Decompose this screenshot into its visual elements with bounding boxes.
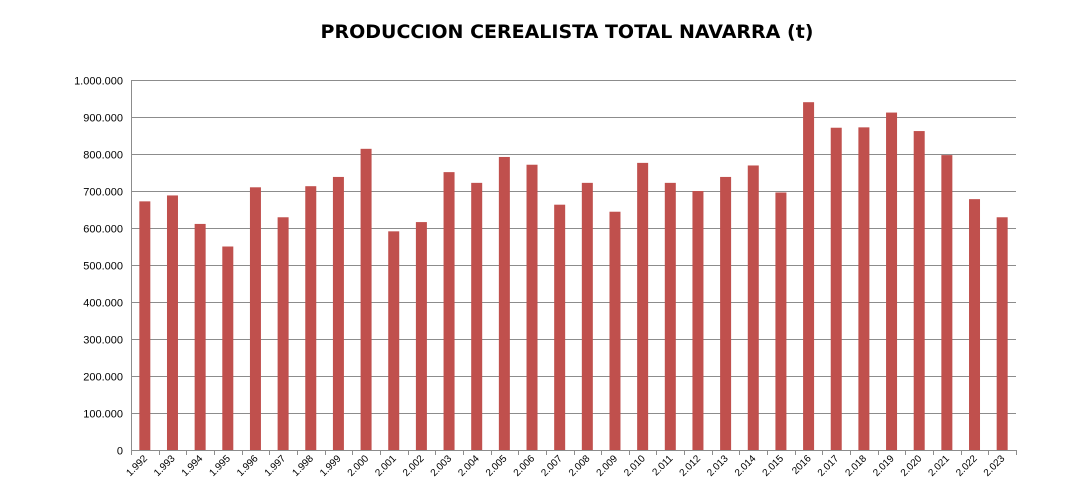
- y-tick-label: 100.000: [83, 409, 123, 421]
- bar: [858, 127, 870, 451]
- x-tick-label: 2.003: [429, 453, 455, 479]
- bar: [139, 201, 151, 450]
- x-tick-label: 2.007: [539, 453, 565, 479]
- x-tick-label: 2.014: [733, 453, 759, 479]
- x-axis-tick-labels: 1.992 1.993 1.994 1.995 1.996 1.997 1.998 1.999…: [124, 453, 1007, 479]
- bar: [664, 182, 676, 451]
- x-tick-label: 2.021: [927, 453, 953, 479]
- bar: [526, 164, 538, 451]
- x-tick-label: 2016: [790, 453, 814, 477]
- x-tick-label: 2.002: [401, 453, 427, 479]
- axes: [131, 80, 1017, 455]
- bar: [194, 223, 206, 450]
- x-tick-label: 1.999: [318, 453, 344, 479]
- bar: [941, 155, 953, 451]
- bar: [277, 217, 289, 450]
- x-tick-label: 1.995: [207, 453, 233, 479]
- chart-title: PRODUCCION CEREALISTA TOTAL NAVARRA (t): [321, 21, 814, 43]
- x-tick-label: 1.992: [124, 453, 150, 479]
- y-tick-label: 600.000: [83, 224, 123, 236]
- x-tick-label: 2.015: [761, 453, 787, 479]
- x-tick-label: 1.993: [152, 453, 178, 479]
- x-tick-label: 2.018: [844, 453, 870, 479]
- bars: [139, 102, 1008, 451]
- bar: [830, 127, 842, 450]
- x-tick-label: 2.020: [899, 453, 925, 479]
- bar: [609, 211, 621, 450]
- bar: [443, 172, 455, 450]
- x-tick-label: 2.013: [705, 453, 731, 479]
- bar: [581, 182, 593, 451]
- x-tick-label: 2.019: [871, 453, 897, 479]
- bar: [360, 148, 372, 450]
- bar: [692, 191, 704, 450]
- bar: [913, 131, 925, 450]
- y-tick-label: 900.000: [83, 113, 123, 125]
- x-tick-label: 2.010: [622, 453, 648, 479]
- y-tick-label: 500.000: [83, 261, 123, 273]
- y-axis-tick-labels: 0 100.000 200.000 300.000 400.000 500.000 600.…: [74, 76, 123, 458]
- bar: [637, 162, 649, 450]
- bar: [166, 195, 178, 450]
- y-tick-label: 400.000: [83, 298, 123, 310]
- x-tick-label: 2.006: [512, 453, 538, 479]
- bar: [498, 156, 510, 450]
- bar: [471, 182, 483, 451]
- x-tick-label: 1.998: [290, 453, 316, 479]
- y-tick-label: 0: [117, 446, 123, 458]
- bar: [775, 192, 787, 451]
- x-tick-label: 2.012: [678, 453, 704, 479]
- x-tick-label: 1.997: [263, 453, 289, 479]
- y-tick-label: 300.000: [83, 335, 123, 347]
- x-tick-label: 2.008: [567, 453, 593, 479]
- x-tick-label: 2.022: [954, 453, 980, 479]
- bar: [886, 112, 898, 450]
- x-tick-label: 2.011: [650, 453, 675, 478]
- x-tick-label: 1.996: [235, 453, 261, 479]
- y-tick-label: 1.000.000: [74, 76, 123, 88]
- x-tick-label: 2.001: [373, 453, 399, 479]
- bar: [415, 222, 427, 450]
- bar: [720, 176, 732, 450]
- x-tick-label: 2.000: [346, 453, 372, 479]
- x-tick-label: 2.017: [816, 453, 842, 479]
- gridlines: [131, 80, 1016, 414]
- x-tick-label: 2.023: [982, 453, 1008, 479]
- bar: [554, 204, 566, 450]
- x-tick-label: 1.994: [180, 453, 206, 479]
- bar: [803, 102, 815, 450]
- bar: [332, 176, 344, 450]
- bar: [305, 186, 317, 450]
- bar: [388, 231, 400, 450]
- x-tick-label: 2.004: [456, 453, 482, 479]
- x-tick-label: 2.009: [595, 453, 621, 479]
- x-tick-label: 2.005: [484, 453, 510, 479]
- bar: [249, 187, 261, 451]
- bar: [969, 199, 981, 450]
- bar: [747, 165, 759, 450]
- bar: [996, 217, 1008, 450]
- y-tick-label: 800.000: [83, 150, 123, 162]
- bar: [222, 246, 234, 450]
- y-tick-label: 200.000: [83, 372, 123, 384]
- y-tick-label: 700.000: [83, 187, 123, 199]
